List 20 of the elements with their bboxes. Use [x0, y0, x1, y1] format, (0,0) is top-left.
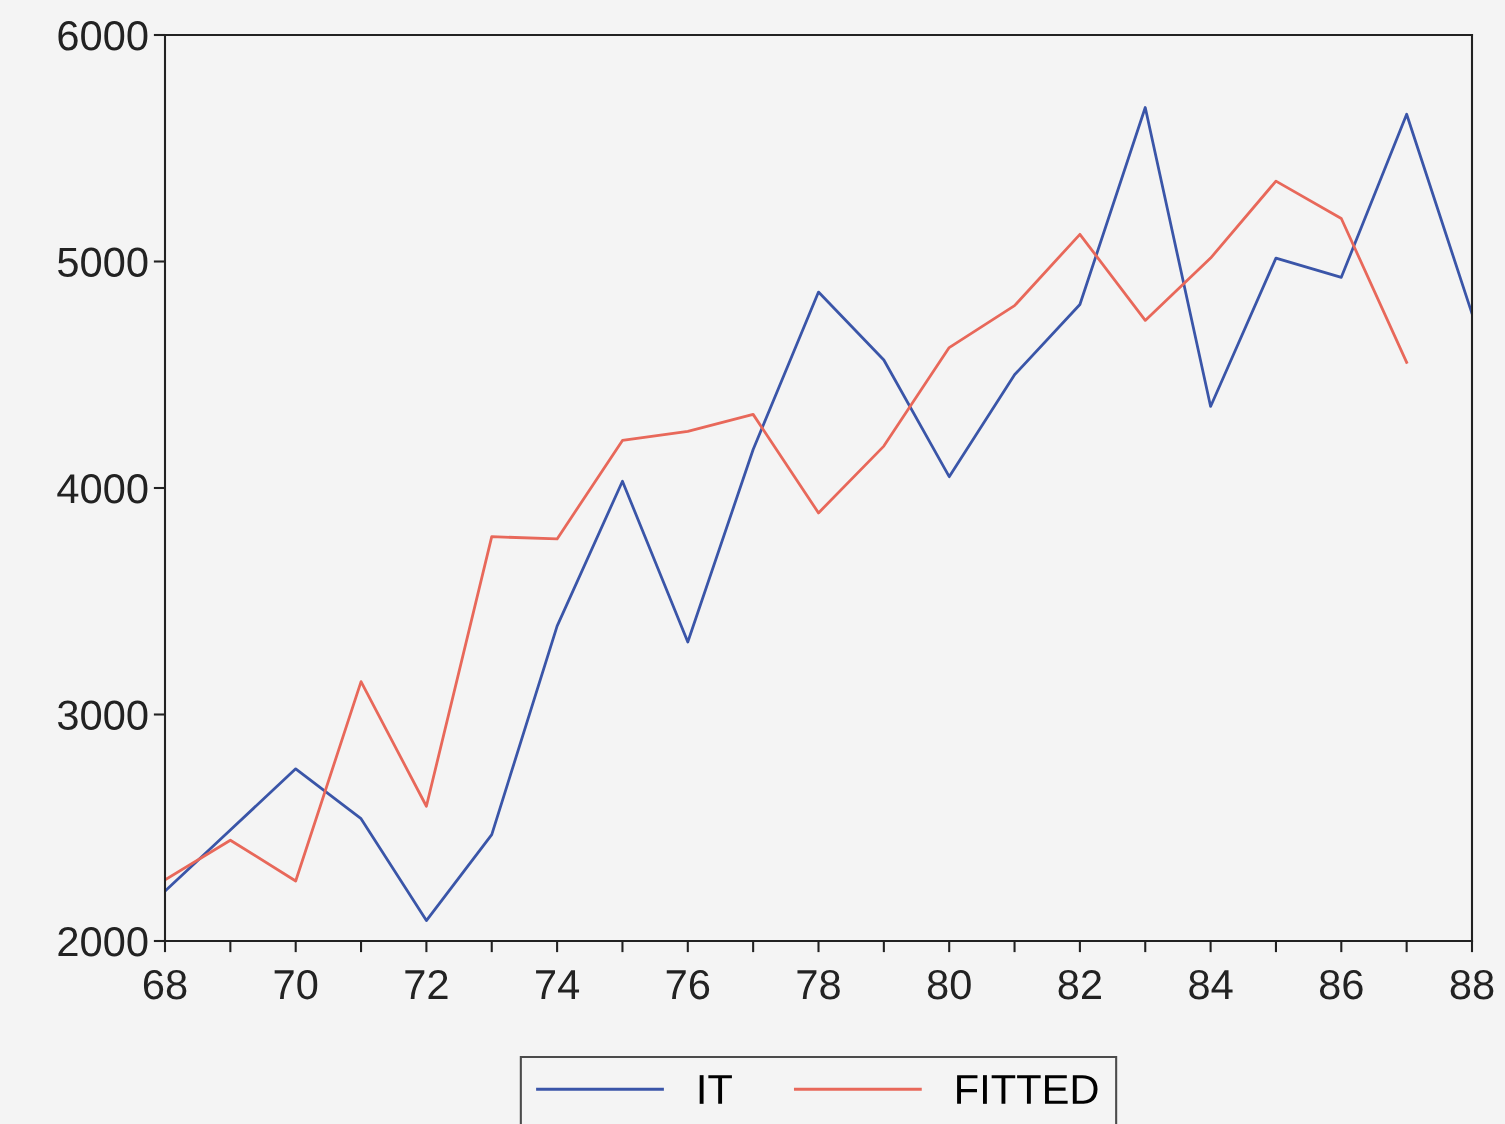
x-tick-label: 76 [666, 969, 710, 1000]
x-tick-label: 72 [405, 969, 448, 999]
x-tick-label: 70 [274, 969, 318, 1000]
legend-label: IT [699, 1075, 732, 1104]
line-series [165, 179, 1409, 883]
x-tick-label: 80 [927, 969, 971, 1000]
x-tick-label: 74 [536, 970, 580, 999]
x-tick-label: 68 [143, 969, 187, 1000]
line-series [165, 106, 1472, 922]
y-tick-label: 2000 [58, 927, 148, 957]
x-tick-label: 88 [1450, 969, 1494, 1000]
y-tick-label: 3000 [57, 700, 148, 731]
x-tick-label: 78 [797, 969, 840, 1000]
x-tick-label: 86 [1319, 969, 1363, 1000]
y-tick-label: 6000 [58, 21, 148, 51]
y-tick-label: 4000 [57, 474, 148, 504]
x-tick-label: 82 [1058, 969, 1101, 1000]
x-tick-label: 84 [1189, 969, 1233, 1000]
legend-label: FITTED [957, 1075, 1098, 1104]
y-tick-label: 5000 [58, 247, 148, 278]
